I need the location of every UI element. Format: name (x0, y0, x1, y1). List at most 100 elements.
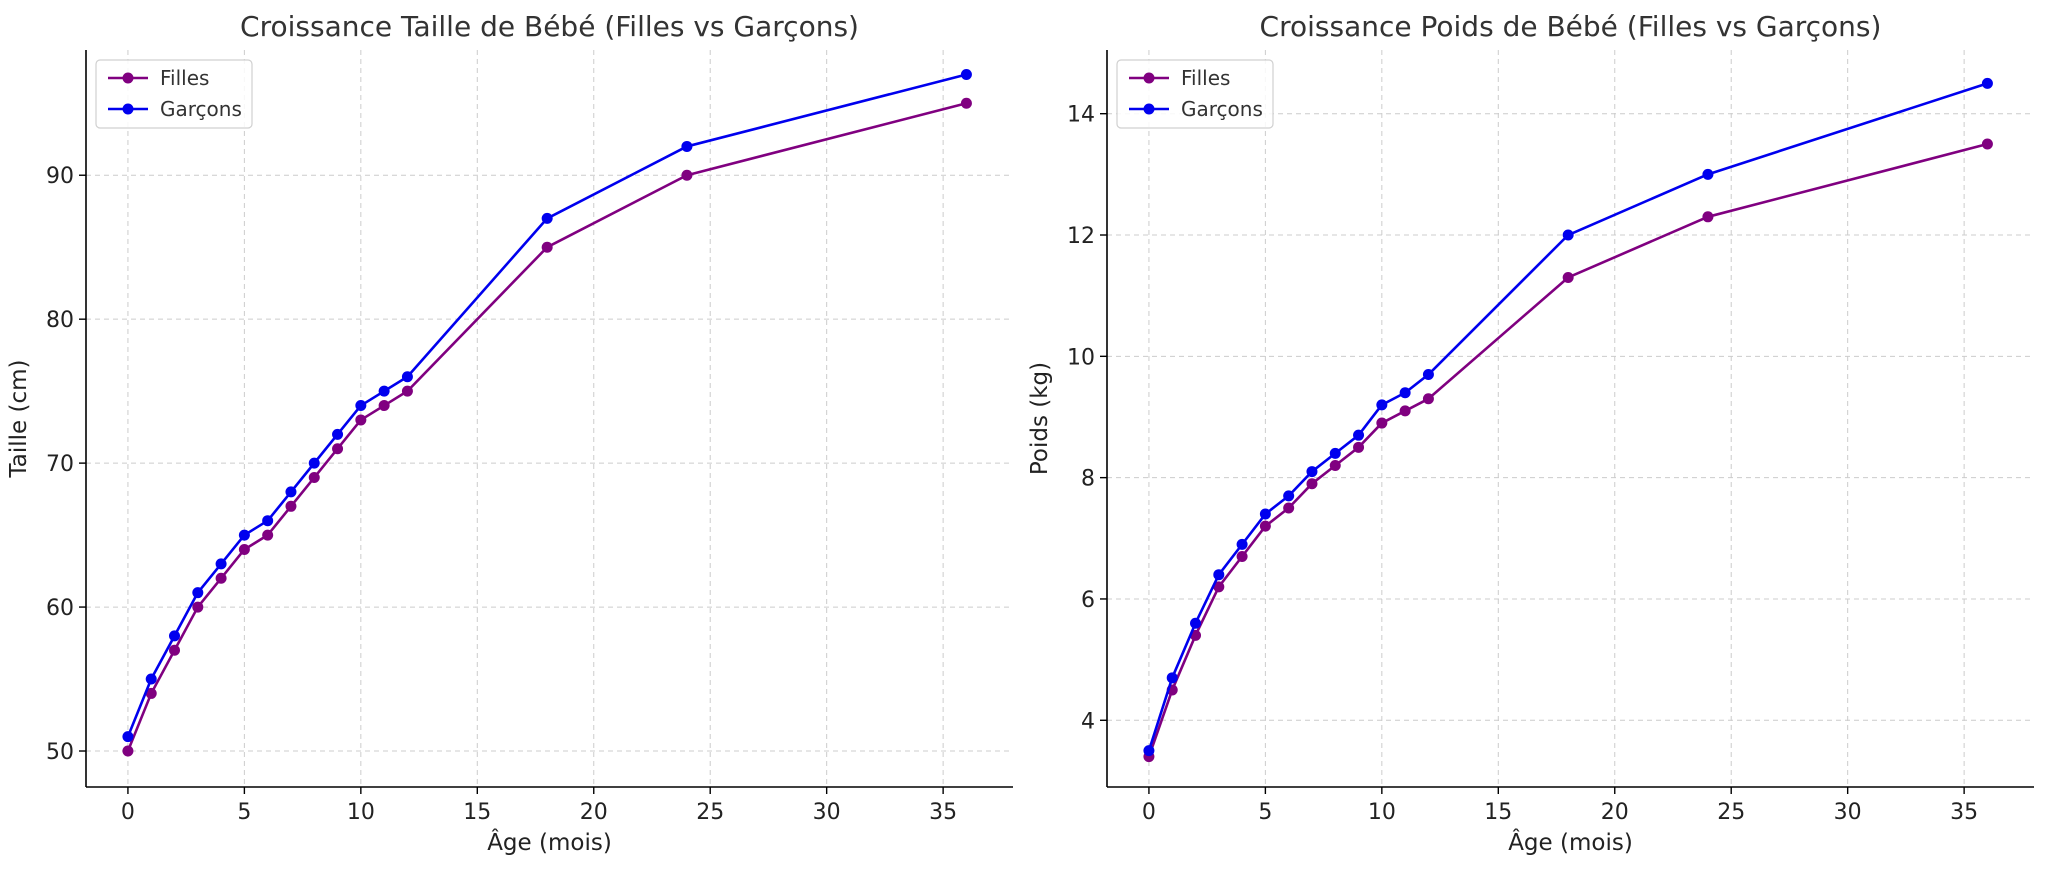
data-point (332, 428, 344, 440)
data-point (285, 486, 297, 498)
data-point (541, 241, 553, 253)
x-tick-label: 30 (1834, 800, 1862, 825)
chart-panel-1: 0 5 10 15 20 25 30 35 50 60 70 80 90 Croissance Taill… (6, 10, 1013, 856)
data-point (681, 140, 693, 152)
data-point (145, 687, 157, 699)
data-point (1283, 490, 1295, 502)
legend-marker (1143, 72, 1155, 84)
data-point (1422, 369, 1434, 381)
x-tick-label: 10 (1368, 800, 1396, 825)
chart-title: Croissance Taille de Bébé (Filles vs Gar… (240, 10, 859, 43)
data-point (1981, 77, 1993, 89)
y-tick-label: 90 (46, 164, 74, 189)
data-point (308, 472, 320, 484)
data-point (378, 400, 390, 412)
data-point (1353, 429, 1365, 441)
data-point (1166, 672, 1178, 684)
y-axis-label: Taille (cm) (6, 360, 32, 479)
data-point (1702, 211, 1714, 223)
data-point (1399, 387, 1411, 399)
data-point (1329, 447, 1341, 459)
legend-item: Filles (1129, 66, 1230, 90)
chart-title: Croissance Poids de Bébé (Filles vs Garç… (1260, 10, 1882, 43)
data-point (122, 731, 134, 743)
data-point (285, 500, 297, 512)
y-tick-label: 60 (46, 596, 74, 621)
data-point (1422, 393, 1434, 405)
x-tick-label: 35 (1950, 800, 1978, 825)
legend-item: Filles (108, 66, 209, 90)
legend-label: Garçons (1181, 97, 1263, 121)
legend-item: Garçons (1129, 97, 1263, 121)
legend-label: Filles (160, 66, 209, 90)
data-point (1562, 229, 1574, 241)
data-point (960, 97, 972, 109)
data-point (1259, 508, 1271, 520)
data-point (308, 457, 320, 469)
x-tick-label: 30 (813, 800, 841, 825)
data-point (401, 385, 413, 397)
data-point (215, 558, 227, 570)
y-tick-label: 50 (46, 740, 74, 765)
data-point (169, 630, 181, 642)
x-tick-label: 15 (463, 800, 491, 825)
data-point (262, 529, 274, 541)
series-gar-ons (1143, 77, 1993, 757)
data-point (681, 169, 693, 181)
y-tick-label: 14 (1067, 103, 1095, 128)
data-point (262, 515, 274, 527)
x-tick-label: 20 (1601, 800, 1629, 825)
data-point (215, 572, 227, 584)
series-filles (1143, 138, 1993, 763)
data-point (960, 68, 972, 80)
data-point (1306, 466, 1318, 478)
data-point (1236, 550, 1248, 562)
series-line (1147, 142, 1988, 758)
data-point (169, 644, 181, 656)
x-tick-label: 25 (696, 800, 724, 825)
data-point (1213, 581, 1225, 593)
y-tick-label: 4 (1081, 709, 1095, 734)
y-tick-label: 70 (46, 452, 74, 477)
series-gar-ons (122, 68, 972, 743)
data-point (541, 212, 553, 224)
data-point (1376, 399, 1388, 411)
data-point (1376, 417, 1388, 429)
data-point (192, 601, 204, 613)
data-point (401, 371, 413, 383)
data-point (145, 673, 157, 685)
x-axis-label: Âge (mois) (487, 828, 612, 856)
data-point (1562, 271, 1574, 283)
y-tick-label: 12 (1067, 224, 1095, 249)
legend: Filles Garçons (95, 59, 253, 129)
x-tick-label: 0 (1142, 800, 1156, 825)
series-filles (122, 97, 972, 757)
series-line (1147, 82, 1988, 752)
x-tick-label: 10 (347, 800, 375, 825)
x-tick-label: 5 (237, 800, 251, 825)
x-tick-label: 25 (1717, 800, 1745, 825)
x-tick-label: 5 (1258, 800, 1272, 825)
data-point (1236, 538, 1248, 550)
y-tick-label: 10 (1067, 345, 1095, 370)
data-point (1306, 478, 1318, 490)
series-line (126, 73, 967, 738)
data-point (1981, 138, 1993, 150)
data-point (1353, 441, 1365, 453)
data-point (238, 543, 250, 555)
data-point (1213, 569, 1225, 581)
y-tick-label: 80 (46, 308, 74, 333)
y-tick-label: 6 (1081, 588, 1095, 613)
data-point (1702, 168, 1714, 180)
data-point (1399, 405, 1411, 417)
legend-label: Filles (1181, 66, 1230, 90)
data-point (1259, 520, 1271, 532)
legend-item: Garçons (108, 97, 242, 121)
data-point (238, 529, 250, 541)
legend-marker (1143, 103, 1155, 115)
data-point (122, 745, 134, 757)
legend-label: Garçons (160, 97, 242, 121)
data-point (378, 385, 390, 397)
